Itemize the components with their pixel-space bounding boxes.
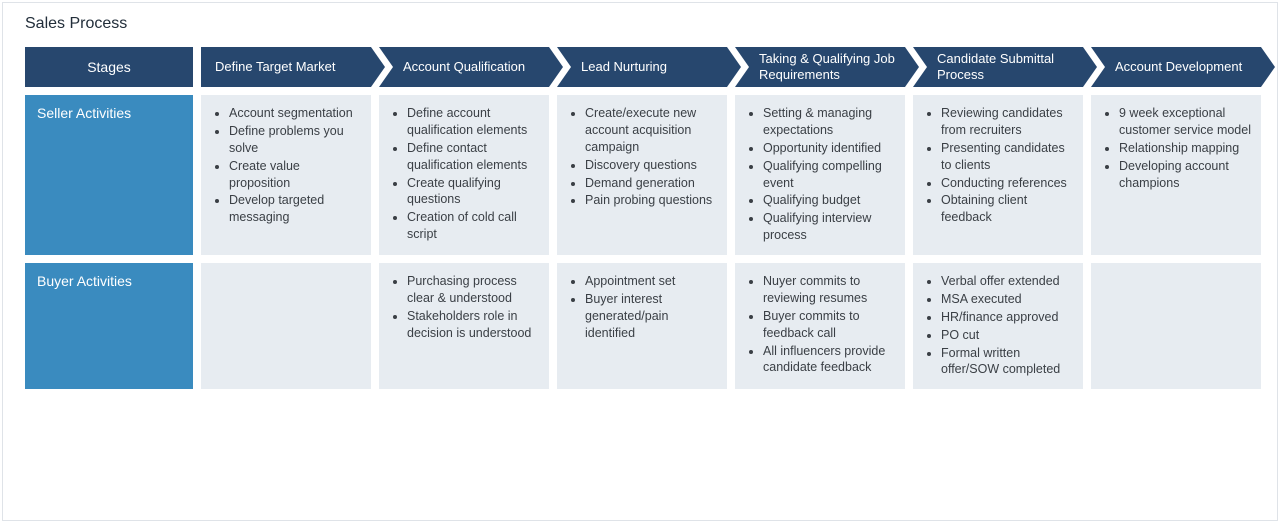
activity-item: Setting & managing expectations <box>763 105 897 139</box>
activity-item: Create value proposition <box>229 158 363 192</box>
activity-item: MSA executed <box>941 291 1075 308</box>
activity-item: Obtaining client feedback <box>941 192 1075 226</box>
activity-item: Creation of cold call script <box>407 209 541 243</box>
stage-header: Account Development <box>1091 47 1261 87</box>
activity-item: Buyer commits to feedback call <box>763 308 897 342</box>
stage-header: Account Qualification <box>379 47 549 87</box>
activity-item: Qualifying compelling event <box>763 158 897 192</box>
activity-item: Define contact qualification elements <box>407 140 541 174</box>
activity-item: PO cut <box>941 327 1075 344</box>
activity-item: Stakeholders role in decision is underst… <box>407 308 541 342</box>
activity-item: Opportunity identified <box>763 140 897 157</box>
activity-item: Qualifying budget <box>763 192 897 209</box>
activity-item: Pain probing questions <box>585 192 719 209</box>
activity-item: Verbal offer extended <box>941 273 1075 290</box>
stage-header: Candidate Submittal Process <box>913 47 1083 87</box>
diagram-container: Sales Process StagesDefine Target Market… <box>2 2 1278 521</box>
activity-item: Appointment set <box>585 273 719 290</box>
activity-item: Create qualifying questions <box>407 175 541 209</box>
activity-item: Demand generation <box>585 175 719 192</box>
stages-corner-label: Stages <box>25 47 193 87</box>
activity-item: All influencers provide candidate feedba… <box>763 343 897 377</box>
activity-item: Develop targeted messaging <box>229 192 363 226</box>
activity-item: HR/finance approved <box>941 309 1075 326</box>
activity-item: Developing account champions <box>1119 158 1253 192</box>
activity-item: Reviewing candidates from recruiters <box>941 105 1075 139</box>
activity-item: Formal written offer/SOW completed <box>941 345 1075 379</box>
activity-item: Presenting candidates to clients <box>941 140 1075 174</box>
matrix-cell: Purchasing process clear & understoodSta… <box>379 263 549 389</box>
matrix-cell <box>201 263 371 389</box>
activity-item: Purchasing process clear & understood <box>407 273 541 307</box>
activity-item: Define problems you solve <box>229 123 363 157</box>
activity-item: Relationship mapping <box>1119 140 1253 157</box>
diagram-title: Sales Process <box>25 15 1255 33</box>
activity-item: Conducting references <box>941 175 1075 192</box>
matrix-cell: Nuyer commits to reviewing resumesBuyer … <box>735 263 905 389</box>
matrix-cell: Reviewing candidates from recruitersPres… <box>913 95 1083 255</box>
row-header: Buyer Activities <box>25 263 193 389</box>
activity-item: Buyer interest generated/pain identified <box>585 291 719 342</box>
matrix-cell: Appointment setBuyer interest generated/… <box>557 263 727 389</box>
activity-item: Define account qualification elements <box>407 105 541 139</box>
stage-header: Taking & Qualifying Job Requirements <box>735 47 905 87</box>
activity-item: 9 week exceptional customer service mode… <box>1119 105 1253 139</box>
matrix-cell: Setting & managing expectationsOpportuni… <box>735 95 905 255</box>
matrix-cell: 9 week exceptional customer service mode… <box>1091 95 1261 255</box>
activity-item: Qualifying interview process <box>763 210 897 244</box>
process-grid: StagesDefine Target MarketAccount Qualif… <box>25 47 1255 389</box>
activity-item: Account segmentation <box>229 105 363 122</box>
activity-item: Discovery questions <box>585 157 719 174</box>
matrix-cell: Create/execute new account acquisition c… <box>557 95 727 255</box>
activity-item: Create/execute new account acquisition c… <box>585 105 719 156</box>
matrix-cell: Define account qualification elementsDef… <box>379 95 549 255</box>
activity-item: Nuyer commits to reviewing resumes <box>763 273 897 307</box>
stage-header: Define Target Market <box>201 47 371 87</box>
matrix-cell: Verbal offer extendedMSA executedHR/fina… <box>913 263 1083 389</box>
stage-header: Lead Nurturing <box>557 47 727 87</box>
row-header: Seller Activities <box>25 95 193 255</box>
matrix-cell <box>1091 263 1261 389</box>
matrix-cell: Account segmentationDefine problems you … <box>201 95 371 255</box>
